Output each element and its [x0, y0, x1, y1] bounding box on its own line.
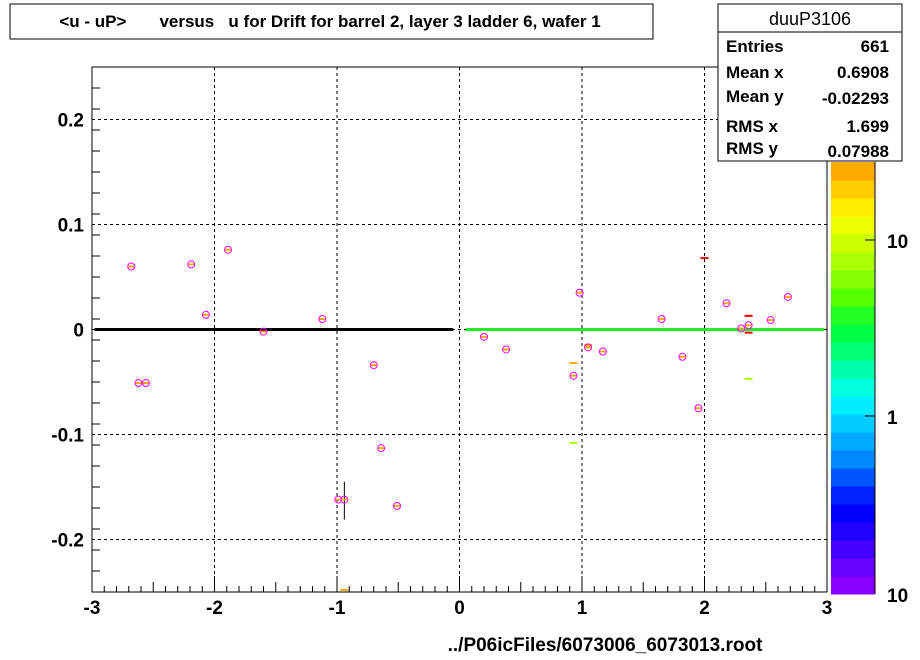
data-point [127, 262, 136, 271]
y-tick-label: 0 [73, 321, 84, 342]
stats-title: duuP3106 [769, 9, 851, 29]
data-point [694, 404, 703, 413]
data-point [598, 347, 607, 356]
colorbar-cell [831, 306, 875, 325]
colorbar-cell [831, 450, 875, 469]
colorbar-cell [831, 504, 875, 523]
colorbar: 10 1 10 [831, 162, 908, 607]
colorbar-cell [831, 198, 875, 217]
colorbar-cell [831, 522, 875, 541]
colorbar-cell [831, 342, 875, 361]
stats-label-entries: Entries [726, 37, 784, 56]
data-point [141, 379, 150, 388]
data-point [783, 292, 792, 301]
x-tick-label: 1 [577, 598, 588, 619]
grid [92, 67, 827, 592]
stats-value-mean-x: 0.6908 [837, 63, 889, 82]
stats-label-mean-x: Mean x [726, 63, 784, 82]
stats-label-rms-x: RMS x [726, 117, 779, 136]
colorbar-label: 10 [887, 232, 908, 253]
colorbar-cell [831, 396, 875, 415]
x-tick-label: -1 [329, 598, 346, 619]
x-tick-label: 0 [454, 598, 465, 619]
colorbar-cell [831, 288, 875, 307]
data-marks [127, 245, 792, 591]
data-point [259, 327, 268, 336]
data-point [678, 352, 687, 361]
data-point [502, 345, 511, 354]
y-tick-label: -0.1 [51, 426, 84, 447]
y-tick-label: 0.1 [58, 216, 85, 237]
colorbar-cell [831, 270, 875, 289]
chart-title: <u - uP> versus u for Drift for barrel 2… [59, 12, 600, 31]
data-point [569, 371, 578, 380]
y-tick-label: 0.2 [58, 111, 84, 132]
stats-value-entries: 661 [861, 37, 889, 56]
x-tick-label: -3 [84, 598, 101, 619]
stats-label-mean-y: Mean y [726, 87, 784, 106]
colorbar-label: 1 [887, 408, 898, 429]
colorbar-cell [831, 486, 875, 505]
data-point [377, 444, 386, 453]
data-point [737, 324, 746, 333]
colorbar-cell [831, 576, 875, 595]
x-tick-label: 2 [699, 598, 710, 619]
colorbar-cell [831, 162, 875, 181]
colorbar-cell [831, 540, 875, 559]
data-point [657, 315, 666, 323]
colorbar-cell [831, 360, 875, 379]
stats-value-rms-y: 0.07988 [828, 142, 889, 161]
stats-value-rms-x: 1.699 [846, 117, 889, 136]
data-point [201, 310, 210, 319]
data-point [318, 315, 327, 323]
data-point [584, 343, 593, 352]
colorbar-cell [831, 414, 875, 433]
footer-filename: ../P06icFiles/6073006_6073013.root [448, 635, 763, 656]
data-point [744, 321, 753, 330]
x-tick-label: -2 [206, 598, 223, 619]
data-point [369, 361, 378, 370]
data-point [223, 245, 232, 254]
colorbar-cell [831, 216, 875, 235]
colorbar-cell [831, 378, 875, 397]
data-point [480, 332, 488, 341]
y-tick-label: -0.2 [51, 531, 84, 552]
stats-value-mean-y: -0.02293 [822, 89, 889, 108]
colorbar-label: 10 [887, 586, 908, 607]
colorbar-cell [831, 558, 875, 577]
colorbar-cell [831, 252, 875, 271]
data-point [187, 260, 196, 269]
colorbar-cell [831, 234, 875, 253]
data-point [575, 288, 584, 297]
stats-label-rms-y: RMS y [726, 139, 779, 158]
data-point [766, 316, 775, 325]
x-tick-label: 3 [822, 598, 833, 619]
stats-box: duuP3106 Entries 661 Mean x 0.6908 Mean … [717, 3, 903, 162]
colorbar-cell [831, 432, 875, 451]
colorbar-cell [831, 468, 875, 487]
axes: -3 -2 -1 0 1 2 3 -0.2 -0.1 0 0.1 0.2 [51, 66, 833, 619]
colorbar-cell [831, 180, 875, 199]
data-point [340, 495, 349, 504]
data-point [722, 299, 731, 308]
title-box: <u - uP> versus u for Drift for barrel 2… [9, 3, 654, 40]
data-point [393, 501, 402, 510]
colorbar-cell [831, 324, 875, 343]
